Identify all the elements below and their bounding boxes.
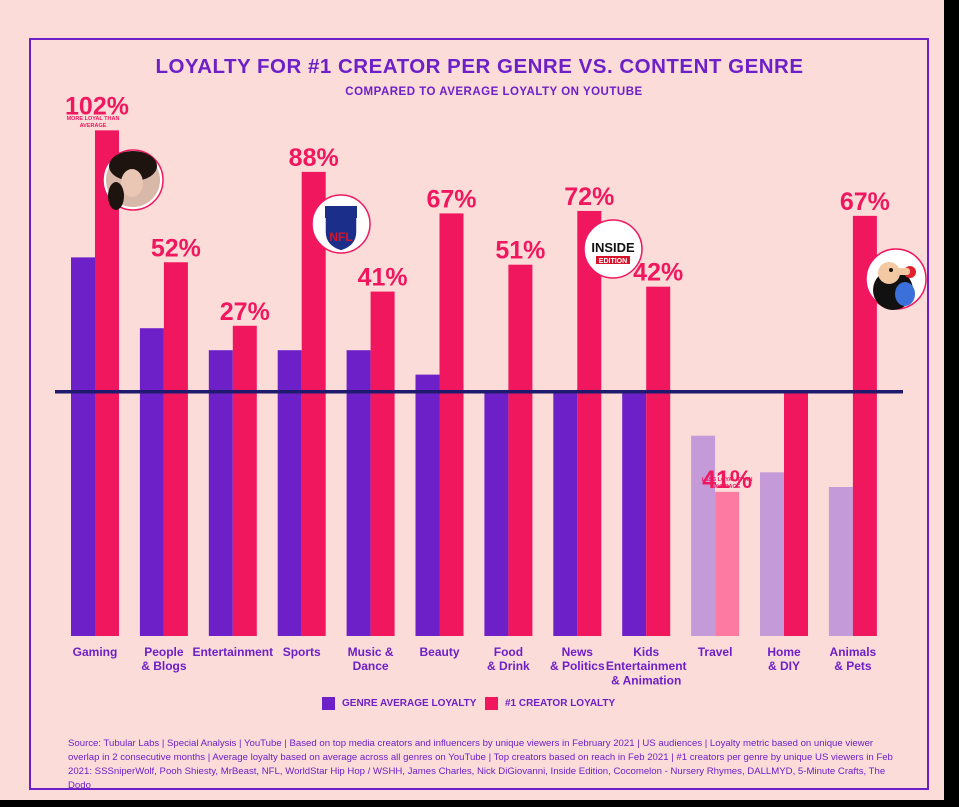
category-label-food-and-drink: Food — [494, 645, 523, 659]
legend-item-creator: #1 CREATOR LOYALTY — [485, 697, 615, 710]
data-label-gaming: 102% — [65, 92, 129, 120]
category-label-people-and-blogs: & Blogs — [141, 659, 187, 673]
bar-genre-home-and-diy — [760, 472, 784, 636]
bar-genre-beauty — [415, 374, 440, 636]
category-label-entertainment: Entertainment — [192, 645, 273, 659]
inside-edition-text-2: EDITION — [599, 258, 627, 265]
category-label-home-and-diy: & DIY — [768, 659, 800, 673]
category-label-travel: Travel — [698, 645, 733, 659]
category-label-beauty: Beauty — [419, 645, 459, 659]
data-label-food-and-drink: 51% — [495, 237, 545, 265]
bar-creator-sports — [301, 171, 326, 636]
bar-genre-people-and-blogs — [139, 328, 164, 636]
category-label-animals-and-pets: Animals — [830, 645, 877, 659]
bar-genre-travel — [691, 435, 716, 636]
data-label-news-and-politics: 72% — [564, 183, 614, 211]
avatar-face — [121, 169, 143, 197]
category-label-kids-entertainment-and-animation: Entertainment — [606, 659, 687, 673]
category-label-music-and-dance: Dance — [353, 659, 389, 673]
chart-title: LOYALTY FOR #1 CREATOR PER GENRE VS. CON… — [155, 55, 804, 78]
bar-genre-music-and-dance — [346, 350, 371, 636]
legend-label-creator: #1 CREATOR LOYALTY — [505, 698, 616, 709]
avatar-hair-side — [108, 182, 124, 210]
bar-creator-gaming — [95, 130, 119, 636]
dodo-head-icon — [878, 262, 900, 284]
bar-genre-sports — [277, 350, 302, 636]
annotation-travel: AVERAGE — [714, 484, 741, 490]
bar-creator-beauty — [439, 213, 464, 637]
category-label-animals-and-pets: & Pets — [834, 659, 872, 673]
bar-creator-entertainment — [232, 325, 257, 636]
bar-genre-entertainment — [208, 350, 233, 636]
nfl-logo-text: NFL — [329, 230, 352, 244]
bar-genre-news-and-politics — [553, 391, 578, 636]
data-label-people-and-blogs: 52% — [151, 234, 201, 262]
legend-label-genre: GENRE AVERAGE LOYALTY — [342, 698, 477, 709]
data-label-kids-entertainment-and-animation: 42% — [633, 259, 683, 287]
bar-creator-music-and-dance — [370, 291, 395, 636]
category-label-kids-entertainment-and-animation: Kids — [633, 645, 659, 659]
legend-swatch-genre — [322, 697, 335, 710]
data-label-travel: 41% — [702, 466, 752, 494]
bar-creator-news-and-politics — [577, 210, 602, 636]
data-label-beauty: 67% — [426, 185, 476, 213]
data-label-sports: 88% — [289, 144, 339, 172]
category-label-people-and-blogs: People — [144, 645, 184, 659]
data-label-music-and-dance: 41% — [358, 264, 408, 292]
dodo-wing-icon — [895, 282, 915, 306]
bar-creator-home-and-diy — [784, 391, 808, 636]
bar-creator-food-and-drink — [508, 264, 533, 636]
bar-genre-kids-entertainment-and-animation — [622, 391, 647, 636]
category-label-news-and-politics: News — [562, 645, 594, 659]
annotation-gaming: AVERAGE — [80, 123, 107, 129]
category-label-kids-entertainment-and-animation: & Animation — [611, 673, 681, 687]
category-label-sports: Sports — [283, 645, 321, 659]
bar-genre-animals-and-pets — [828, 486, 853, 636]
nfl-shield-top — [325, 206, 357, 218]
data-label-entertainment: 27% — [220, 298, 270, 326]
category-label-news-and-politics: & Politics — [550, 659, 605, 673]
bar-creator-people-and-blogs — [163, 262, 188, 636]
inside-edition-band — [596, 256, 630, 264]
bar-genre-gaming — [71, 257, 95, 636]
data-label-animals-and-pets: 67% — [840, 188, 890, 216]
category-label-music-and-dance: Music & — [348, 645, 394, 659]
annotation-travel: LESS LOYAL THAN — [702, 477, 753, 483]
annotation-gaming: MORE LOYAL THAN — [67, 116, 120, 122]
bar-creator-kids-entertainment-and-animation — [646, 286, 671, 636]
inside-edition-text-1: INSIDE — [591, 240, 635, 255]
avatar-hair — [109, 151, 157, 181]
source-note: Source: Tubular Labs | Special Analysis … — [68, 738, 893, 791]
dodo-beak-base-icon — [896, 268, 910, 275]
dodo-eye-icon — [889, 268, 893, 272]
bar-creator-travel — [715, 491, 740, 636]
category-label-food-and-drink: & Drink — [487, 659, 530, 673]
bar-genre-food-and-drink — [484, 391, 509, 636]
legend-item-genre: GENRE AVERAGE LOYALTY — [322, 697, 476, 710]
legend-swatch-creator — [485, 697, 498, 710]
chart-subtitle: COMPARED TO AVERAGE LOYALTY ON YOUTUBE — [345, 86, 643, 98]
category-label-gaming: Gaming — [73, 645, 118, 659]
category-label-home-and-diy: Home — [767, 645, 801, 659]
poster-frame — [29, 38, 929, 790]
